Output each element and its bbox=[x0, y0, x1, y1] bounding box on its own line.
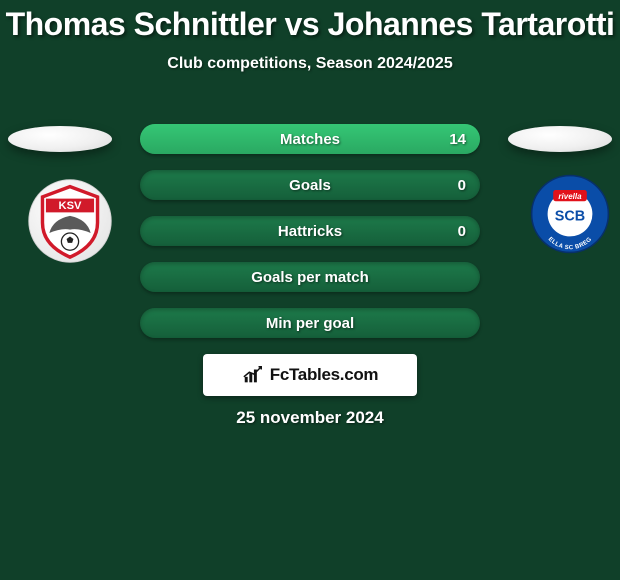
stat-value: 0 bbox=[458, 177, 466, 194]
stat-bar-goals: Goals 0 bbox=[140, 170, 480, 200]
brand-text: FcTables.com bbox=[270, 365, 379, 385]
stat-bar-goals-per-match: Goals per match bbox=[140, 262, 480, 292]
team-badge-left: KSV bbox=[20, 178, 120, 264]
comparison-title: Thomas Schnittler vs Johannes Tartarotti bbox=[0, 0, 620, 43]
stat-label: Goals per match bbox=[251, 269, 369, 286]
svg-text:rivella: rivella bbox=[558, 192, 582, 201]
team-left-abbr: KSV bbox=[59, 200, 83, 212]
stat-bar-min-per-goal: Min per goal bbox=[140, 308, 480, 338]
generated-date: 25 november 2024 bbox=[0, 408, 620, 428]
stats-bars: Matches 14 Goals 0 Hattricks 0 Goals per… bbox=[140, 124, 480, 354]
stat-label: Goals bbox=[289, 177, 331, 194]
stat-label: Min per goal bbox=[266, 315, 354, 332]
stat-label: Matches bbox=[280, 131, 340, 148]
stat-label: Hattricks bbox=[278, 223, 342, 240]
team-right-abbr: SCB bbox=[555, 208, 585, 224]
player-ellipse-right bbox=[508, 126, 612, 152]
team-badge-right: rivella SCB ELLA SC BREG bbox=[520, 174, 620, 254]
stat-value: 14 bbox=[449, 131, 466, 148]
stat-bar-hattricks: Hattricks 0 bbox=[140, 216, 480, 246]
stat-bar-matches: Matches 14 bbox=[140, 124, 480, 154]
player-ellipse-left bbox=[8, 126, 112, 152]
chart-bars-icon bbox=[242, 364, 264, 386]
brand-box: FcTables.com bbox=[203, 354, 417, 396]
comparison-subtitle: Club competitions, Season 2024/2025 bbox=[0, 55, 620, 73]
stat-value: 0 bbox=[458, 223, 466, 240]
